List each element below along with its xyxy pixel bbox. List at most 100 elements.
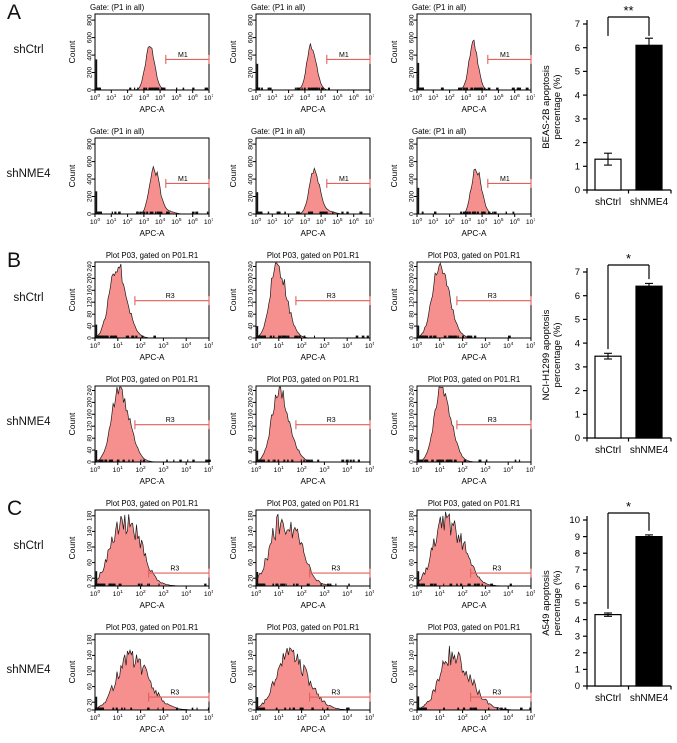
event-dash [341, 459, 345, 462]
y-tick-label: 0 [248, 88, 255, 92]
event-dash [471, 211, 474, 214]
x-tick-label: 101 [274, 465, 285, 474]
event-dash [432, 583, 434, 586]
y-tick-label: 0 [248, 336, 255, 340]
x-tick-label: 104 [503, 589, 514, 598]
event-dash [467, 211, 469, 214]
hist-cell-A-r2c1: Gate: (P1 in all) 0 200 400 600 800 Count 100 10… [55, 124, 215, 244]
event-dash [258, 211, 260, 214]
event-dash [332, 211, 334, 214]
y-tick-label: 0 [409, 88, 416, 92]
x-tick-label: 102 [457, 465, 468, 474]
y-tick-label: 6 [575, 582, 580, 593]
x-tick-label: 101 [428, 93, 439, 102]
event-dash [366, 335, 369, 338]
event-dash [262, 583, 264, 586]
event-dash [122, 459, 125, 462]
event-dash [475, 87, 478, 90]
event-dash [101, 583, 103, 586]
y-tick-label: 800 [87, 14, 94, 26]
event-dash [285, 583, 287, 586]
x-axis-label: APC-A [300, 229, 326, 238]
histogram-curve [94, 514, 209, 587]
event-dash [460, 211, 462, 214]
event-dash [421, 335, 424, 338]
event-dash [479, 87, 482, 90]
y-tick-label: 120 [409, 420, 416, 431]
event-dash [308, 459, 311, 462]
x-tick-label: 100 [412, 217, 423, 226]
bar-category-label: shCtrl [595, 197, 621, 208]
left-edge-spike [95, 696, 98, 710]
y-tick-label: 40 [248, 446, 255, 453]
y-tick-label: 60 [409, 683, 416, 690]
event-dash [430, 583, 433, 586]
panel-C-histogram-r1c3: Plot P03, gated on P01.R1 0 20 60 100 140 180 C… [389, 499, 536, 610]
y-tick-label: 20 [409, 698, 416, 705]
event-dash [487, 87, 491, 90]
event-dash [275, 583, 278, 586]
event-dash [157, 87, 160, 90]
x-tick-label: 104 [316, 217, 327, 226]
plot-frame [255, 633, 371, 711]
left-edge-spike [95, 571, 98, 586]
y-tick-label: 40 [409, 322, 416, 329]
bar-y-label-line1: BEAS-2B apoptosis [541, 65, 552, 149]
event-dash [269, 335, 273, 338]
event-dash [420, 583, 424, 586]
event-dash [157, 707, 159, 710]
hist-title: Plot P03, gated on P01.R1 [106, 375, 198, 384]
x-tick-label: 104 [316, 93, 327, 102]
panel-letter-B: B [7, 249, 22, 272]
hist-cell-A-r1c2: Gate: (P1 in all) 0 200 400 600 800 Count 100 10… [216, 0, 376, 120]
event-dash [100, 335, 104, 338]
y-tick-label: 100 [248, 665, 255, 676]
event-dash [443, 335, 447, 338]
y-tick-label: 0 [409, 708, 416, 712]
event-dash [327, 87, 330, 90]
x-axis-label: APC-A [300, 601, 326, 610]
event-dash [109, 335, 112, 338]
y-tick-label: 800 [409, 14, 416, 26]
event-dash [433, 583, 437, 586]
y-tick-label: 600 [409, 32, 416, 44]
y-tick-label: 9 [575, 532, 580, 543]
y-tick-label: 60 [248, 683, 255, 690]
event-dash [102, 583, 105, 586]
event-dash [335, 583, 337, 586]
event-dash [453, 459, 457, 462]
event-dash [287, 459, 289, 462]
x-axis-label: APC-A [139, 477, 165, 486]
event-dash [456, 583, 458, 586]
x-tick-label: 101 [274, 713, 285, 722]
event-dash [424, 459, 427, 462]
hist-cell-A-r1c3: Gate: (P1 in all) 0 200 400 600 800 Count 100 10… [377, 0, 537, 120]
y-tick-label: 8 [575, 548, 580, 559]
event-dash [206, 211, 209, 214]
event-dash [283, 459, 286, 462]
event-dash [129, 87, 132, 90]
y-tick-label: 7 [575, 19, 580, 30]
event-dash [284, 335, 287, 338]
panel-B-histogram-r2c2: Plot P03, gated on P01.R1 0 40 80 1201602002… [228, 375, 375, 486]
event-dash [162, 707, 164, 710]
event-dash [468, 335, 471, 338]
event-dash [259, 583, 261, 586]
x-tick-label: 100 [90, 713, 101, 722]
y-tick-label: 20 [248, 574, 255, 581]
y-tick-label: 6 [575, 43, 580, 54]
event-dash [146, 211, 149, 214]
y-axis-label: Count [389, 660, 399, 683]
x-tick-label: 102 [122, 93, 133, 102]
event-dash [310, 87, 313, 90]
event-dash [418, 707, 421, 710]
x-tick-label: 102 [283, 93, 294, 102]
histogram-curve [256, 43, 370, 91]
event-dash [322, 87, 324, 90]
event-dash [421, 459, 424, 462]
hist-title: Gate: (P1 in all) [412, 3, 467, 12]
hist-title: Gate: (P1 in all) [412, 127, 467, 136]
event-dash [162, 87, 164, 90]
event-dash [142, 211, 146, 214]
event-dash [465, 87, 468, 90]
